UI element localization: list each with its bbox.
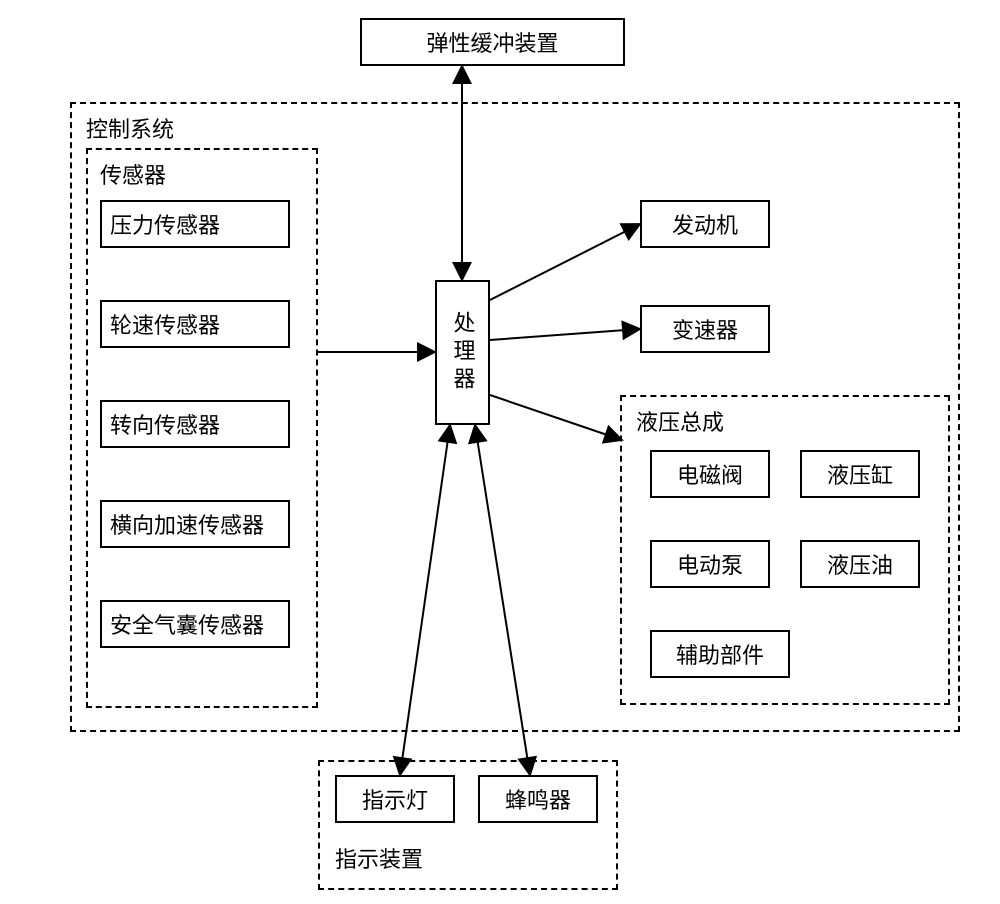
transmission-box: 变速器 — [640, 305, 770, 353]
sensor-pressure: 压力传感器 — [100, 200, 290, 248]
cylinder-box: 液压缸 — [800, 450, 920, 498]
elastic-buffer-label: 弹性缓冲装置 — [426, 26, 558, 58]
processor-label: 处理器 — [447, 311, 479, 395]
solenoid-label: 电磁阀 — [677, 458, 743, 490]
pump-label: 电动泵 — [677, 548, 743, 580]
indicator-buzzer-label: 蜂鸣器 — [505, 783, 571, 815]
sensor-pressure-label: 压力传感器 — [110, 208, 220, 240]
indicator-buzzer-box: 蜂鸣器 — [478, 775, 598, 823]
indicator-light-label: 指示灯 — [362, 783, 428, 815]
cylinder-label: 液压缸 — [827, 458, 893, 490]
hydraulic-group-label: 液压总成 — [636, 405, 724, 437]
pump-box: 电动泵 — [650, 540, 770, 588]
sensor-wheelspeed-label: 轮速传感器 — [110, 308, 220, 340]
aux-box: 辅助部件 — [650, 630, 790, 678]
elastic-buffer-box: 弹性缓冲装置 — [360, 18, 625, 66]
indicator-group-label: 指示装置 — [335, 842, 423, 874]
solenoid-box: 电磁阀 — [650, 450, 770, 498]
engine-label: 发动机 — [672, 208, 738, 240]
engine-box: 发动机 — [640, 200, 770, 248]
sensor-steering-label: 转向传感器 — [110, 408, 220, 440]
processor-box: 处理器 — [435, 280, 490, 425]
control-system-label: 控制系统 — [86, 112, 174, 144]
sensor-lateral-accel: 横向加速传感器 — [100, 500, 290, 548]
sensor-airbag: 安全气囊传感器 — [100, 600, 290, 648]
sensor-wheelspeed: 轮速传感器 — [100, 300, 290, 348]
aux-label: 辅助部件 — [676, 638, 764, 670]
sensor-lateral-accel-label: 横向加速传感器 — [110, 508, 264, 540]
oil-label: 液压油 — [827, 548, 893, 580]
transmission-label: 变速器 — [672, 313, 738, 345]
indicator-light-box: 指示灯 — [335, 775, 455, 823]
sensor-steering: 转向传感器 — [100, 400, 290, 448]
oil-box: 液压油 — [800, 540, 920, 588]
sensors-group-label: 传感器 — [100, 158, 166, 190]
sensor-airbag-label: 安全气囊传感器 — [110, 608, 264, 640]
